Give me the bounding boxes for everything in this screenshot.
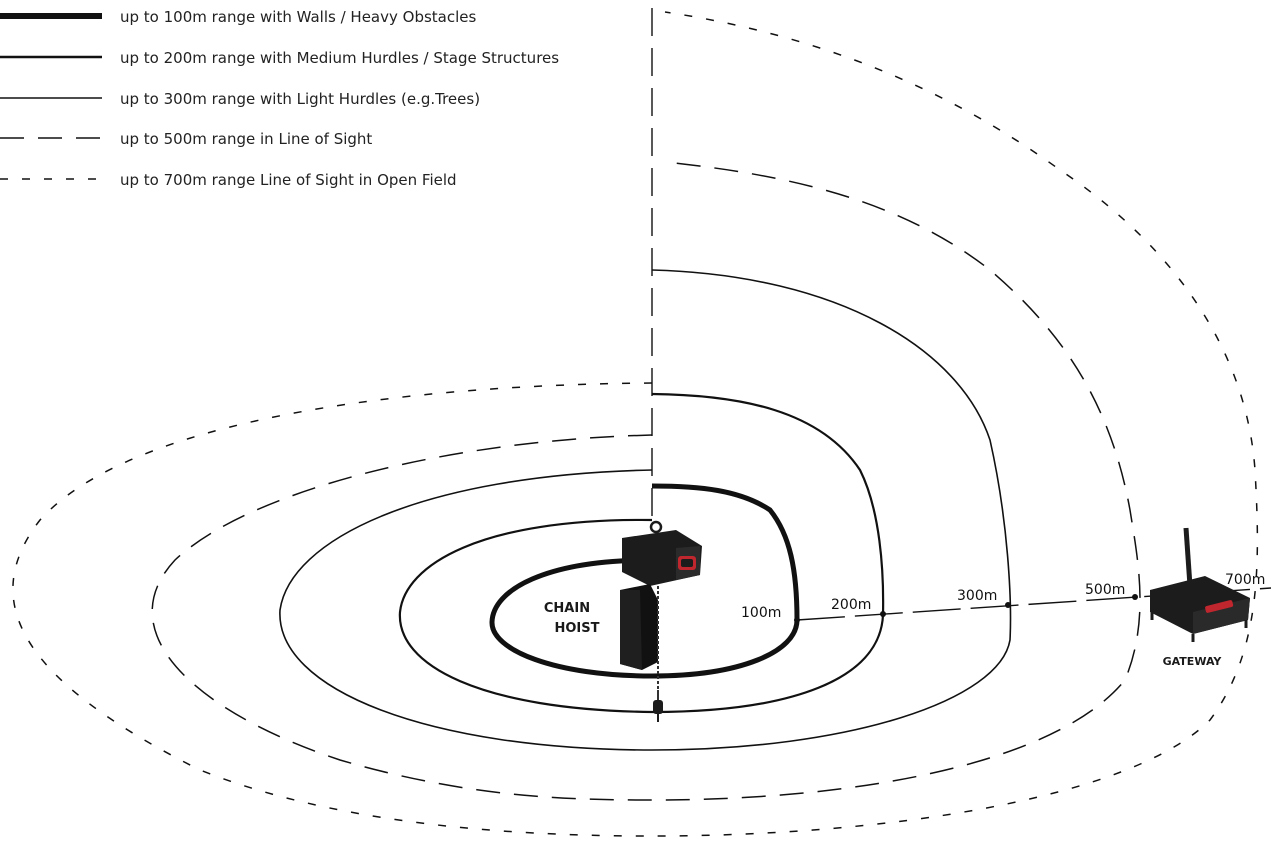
distance-markers [794, 594, 1138, 623]
marker-500m [1132, 594, 1138, 600]
marker-200m [880, 611, 886, 617]
chain-hoist-label-line1: CHAIN [544, 601, 590, 616]
legend-label-100m: up to 100m range with Walls / Heavy Obst… [120, 8, 476, 26]
gateway-icon [1150, 527, 1250, 642]
range-contour-200m [398, 392, 885, 714]
legend-label-300m: up to 300m range with Light Hurdles (e.g… [120, 90, 480, 108]
marker-300m [1005, 602, 1011, 608]
distance-label-100m: 100m [741, 605, 781, 621]
distance-label-300m: 300m [957, 588, 997, 604]
marker-100m [794, 617, 800, 623]
legend: up to 100m range with Walls / Heavy Obst… [0, 8, 559, 189]
gateway-label: GATEWAY [1163, 655, 1223, 668]
distance-label-500m: 500m [1085, 582, 1125, 598]
chain-hoist-icon [620, 520, 702, 722]
legend-label-700m: up to 700m range Line of Sight in Open F… [120, 171, 457, 189]
range-contour-300m [279, 269, 1012, 751]
chain-hoist-label-line2: HOIST [555, 621, 600, 636]
range-contour-500m [151, 161, 1141, 801]
legend-label-200m: up to 200m range with Medium Hurdles / S… [120, 49, 559, 67]
range-contour-700m [12, 11, 1259, 837]
distance-label-200m: 200m [831, 597, 871, 613]
range-contour-100m [489, 483, 800, 679]
legend-label-500m: up to 500m range in Line of Sight [120, 130, 372, 148]
distance-label-700m: 700m [1225, 572, 1265, 588]
